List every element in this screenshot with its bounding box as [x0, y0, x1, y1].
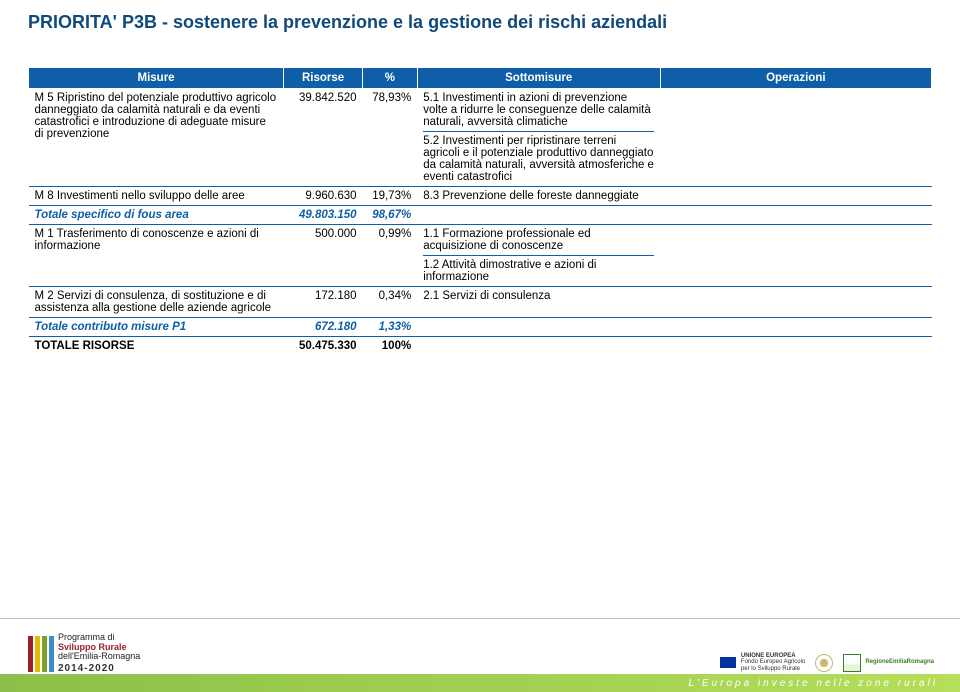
eu-flag-icon — [719, 656, 737, 669]
cell-sotto: 2.1 Servizi di consulenza — [417, 287, 660, 318]
footer: Programma di Sviluppo Rurale dell'Emilia… — [0, 618, 960, 692]
cell-sotto — [417, 206, 660, 225]
table-row: Totale contributo misure P1672.1801,33% — [29, 318, 932, 337]
cell-pct: 0,34% — [363, 287, 418, 318]
cell-risorse: 172.180 — [284, 287, 363, 318]
footer-logos-right: UNIONE EUROPEA Fondo Europeo Agricolo pe… — [719, 653, 934, 672]
logo-eu: UNIONE EUROPEA Fondo Europeo Agricolo pe… — [719, 653, 805, 672]
table-row: M 8 Investimenti nello sviluppo delle ar… — [29, 187, 932, 206]
cell-misure: M 8 Investimenti nello sviluppo delle ar… — [29, 187, 284, 206]
table-header-row: Misure Risorse % Sottomisure Operazioni — [29, 68, 932, 89]
table-row: M 5 Ripristino del potenziale produttivo… — [29, 89, 932, 187]
table-row: Totale specifico di fous area49.803.1509… — [29, 206, 932, 225]
logo-region: RegioneEmiliaRomagna — [843, 654, 934, 672]
cell-oper — [660, 187, 931, 206]
cell-risorse: 500.000 — [284, 225, 363, 287]
table-row: TOTALE RISORSE50.475.330100% — [29, 337, 932, 356]
cell-pct: 98,67% — [363, 206, 418, 225]
cell-pct: 19,73% — [363, 187, 418, 206]
cell-risorse: 39.842.520 — [284, 89, 363, 187]
cell-risorse: 49.803.150 — [284, 206, 363, 225]
footer-tagline: L'Europa investe nelle zone rurali — [0, 674, 960, 692]
page-title: PRIORITA' P3B - sostenere la prevenzione… — [28, 12, 932, 33]
col-oper: Operazioni — [660, 68, 931, 89]
col-sotto: Sottomisure — [417, 68, 660, 89]
region-logo-icon — [843, 654, 861, 672]
cell-sotto: 1.1 Formazione professionale ed acquisiz… — [417, 225, 660, 287]
cell-sotto: 8.3 Prevenzione delle foreste danneggiat… — [417, 187, 660, 206]
cell-risorse: 9.960.630 — [284, 187, 363, 206]
cell-oper — [660, 318, 931, 337]
logo-italy — [815, 654, 833, 672]
cell-misure: Totale contributo misure P1 — [29, 318, 284, 337]
cell-risorse: 672.180 — [284, 318, 363, 337]
cell-sotto: 5.1 Investimenti in azioni di prevenzion… — [417, 89, 660, 187]
cell-oper — [660, 287, 931, 318]
cell-pct: 0,99% — [363, 225, 418, 287]
cell-misure: M 1 Trasferimento di conoscenze e azioni… — [29, 225, 284, 287]
cell-misure: M 2 Servizi di consulenza, di sostituzio… — [29, 287, 284, 318]
table-row: M 1 Trasferimento di conoscenze e azioni… — [29, 225, 932, 287]
cell-pct: 1,33% — [363, 318, 418, 337]
table-row: M 2 Servizi di consulenza, di sostituzio… — [29, 287, 932, 318]
italy-emblem-icon — [815, 654, 833, 672]
cell-pct: 100% — [363, 337, 418, 356]
table: Misure Risorse % Sottomisure Operazioni … — [28, 67, 932, 355]
cell-sotto — [417, 337, 660, 356]
logo-program: Programma di Sviluppo Rurale dell'Emilia… — [28, 633, 140, 674]
col-misure: Misure — [29, 68, 284, 89]
cell-misure: Totale specifico di fous area — [29, 206, 284, 225]
cell-oper — [660, 206, 931, 225]
cell-misure: TOTALE RISORSE — [29, 337, 284, 356]
col-risorse: Risorse — [284, 68, 363, 89]
cell-oper — [660, 89, 931, 187]
cell-misure: M 5 Ripristino del potenziale produttivo… — [29, 89, 284, 187]
cell-oper — [660, 225, 931, 287]
logo-bars-icon — [28, 636, 54, 672]
cell-sotto — [417, 318, 660, 337]
col-pct: % — [363, 68, 418, 89]
cell-oper — [660, 337, 931, 356]
cell-pct: 78,93% — [363, 89, 418, 187]
logo-text: Programma di Sviluppo Rurale dell'Emilia… — [58, 633, 140, 674]
cell-risorse: 50.475.330 — [284, 337, 363, 356]
